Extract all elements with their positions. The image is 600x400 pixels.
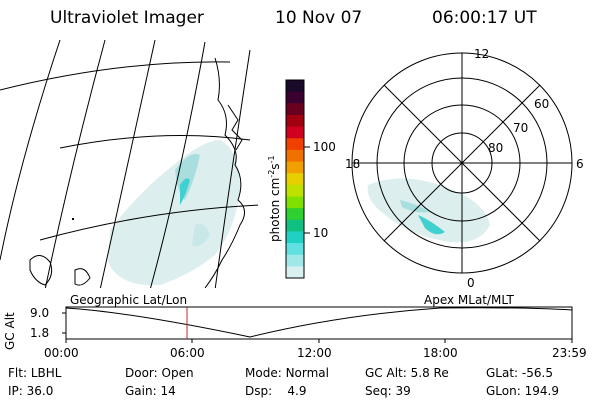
aurora-faint bbox=[192, 223, 210, 247]
colorbar-segment bbox=[286, 184, 304, 197]
colorbar-segment bbox=[286, 173, 304, 186]
info-glat: GLat: -56.5 bbox=[486, 366, 553, 380]
info-gain: Gain: 14 bbox=[125, 384, 176, 398]
date-label: 10 Nov 07 bbox=[275, 8, 363, 28]
x-tick-3: 18:00 bbox=[423, 346, 458, 360]
info-seq: Seq: 39 bbox=[365, 384, 411, 398]
mlt-label-6: 6 bbox=[576, 157, 584, 171]
colorbar-tick-100: 100 bbox=[313, 140, 336, 154]
x-tick-4: 23:59 bbox=[552, 346, 587, 360]
colorbar-tick-10: 10 bbox=[313, 226, 329, 240]
aurora-bright bbox=[180, 178, 190, 205]
info-door: Door: Open bbox=[125, 366, 194, 380]
colorbar-segment bbox=[286, 208, 304, 221]
coastline-east bbox=[204, 57, 245, 288]
x-tick-2: 12:00 bbox=[297, 346, 332, 360]
colorbar-segment bbox=[286, 103, 304, 116]
colorbar bbox=[286, 80, 304, 279]
colorbar-segment bbox=[286, 243, 304, 256]
info-ip: IP: 36.0 bbox=[8, 384, 54, 398]
timeline-ylabel: GC Alt bbox=[3, 312, 17, 350]
polar-plot bbox=[351, 52, 573, 274]
x-tick-0: 00:00 bbox=[44, 346, 79, 360]
coastline-west bbox=[29, 255, 53, 286]
altitude-timeline bbox=[62, 306, 573, 343]
colorbar-segment bbox=[286, 196, 304, 209]
colorbar-segment bbox=[286, 138, 304, 151]
colorbar-segment bbox=[286, 161, 304, 174]
colorbar-segment bbox=[286, 266, 304, 279]
info-flt: Flt: LBHL bbox=[8, 366, 62, 380]
instrument-title: Ultraviolet Imager bbox=[50, 8, 204, 28]
timeline-right-title: Apex MLat/MLT bbox=[424, 293, 514, 307]
colorbar-segment bbox=[286, 126, 304, 139]
colorbar-segment bbox=[286, 149, 304, 163]
mlt-label-0: 0 bbox=[467, 276, 475, 290]
info-glon: GLon: 194.9 bbox=[486, 384, 559, 398]
x-tick-1: 06:00 bbox=[170, 346, 205, 360]
time-label: 06:00:17 UT bbox=[432, 8, 537, 28]
mlt-label-18: 18 bbox=[345, 157, 361, 171]
colorbar-segment bbox=[286, 91, 304, 104]
timeline-ymax: 9.0 bbox=[30, 306, 50, 320]
colorbar-segment bbox=[286, 254, 304, 267]
colorbar-segment bbox=[286, 80, 304, 93]
altitude-curve bbox=[65, 307, 573, 338]
timeline-left-title: Geographic Lat/Lon bbox=[70, 293, 188, 307]
info-dsp: Dsp: 4.9 bbox=[245, 384, 307, 398]
lat-label-60: 60 bbox=[534, 97, 550, 111]
info-gc-alt: GC Alt: 5.8 Re bbox=[365, 366, 449, 380]
timeline-ymin: 1.8 bbox=[30, 326, 50, 340]
info-mode: Mode: Normal bbox=[245, 366, 329, 380]
colorbar-segment bbox=[286, 231, 304, 244]
lat-label-70: 70 bbox=[513, 121, 529, 135]
colorbar-segment bbox=[286, 114, 304, 128]
lat-label-80: 80 bbox=[488, 141, 504, 155]
colorbar-unit: photon cm-2s-1 bbox=[267, 155, 282, 242]
mlt-label-12: 12 bbox=[474, 47, 490, 61]
colorbar-segment bbox=[286, 219, 304, 232]
